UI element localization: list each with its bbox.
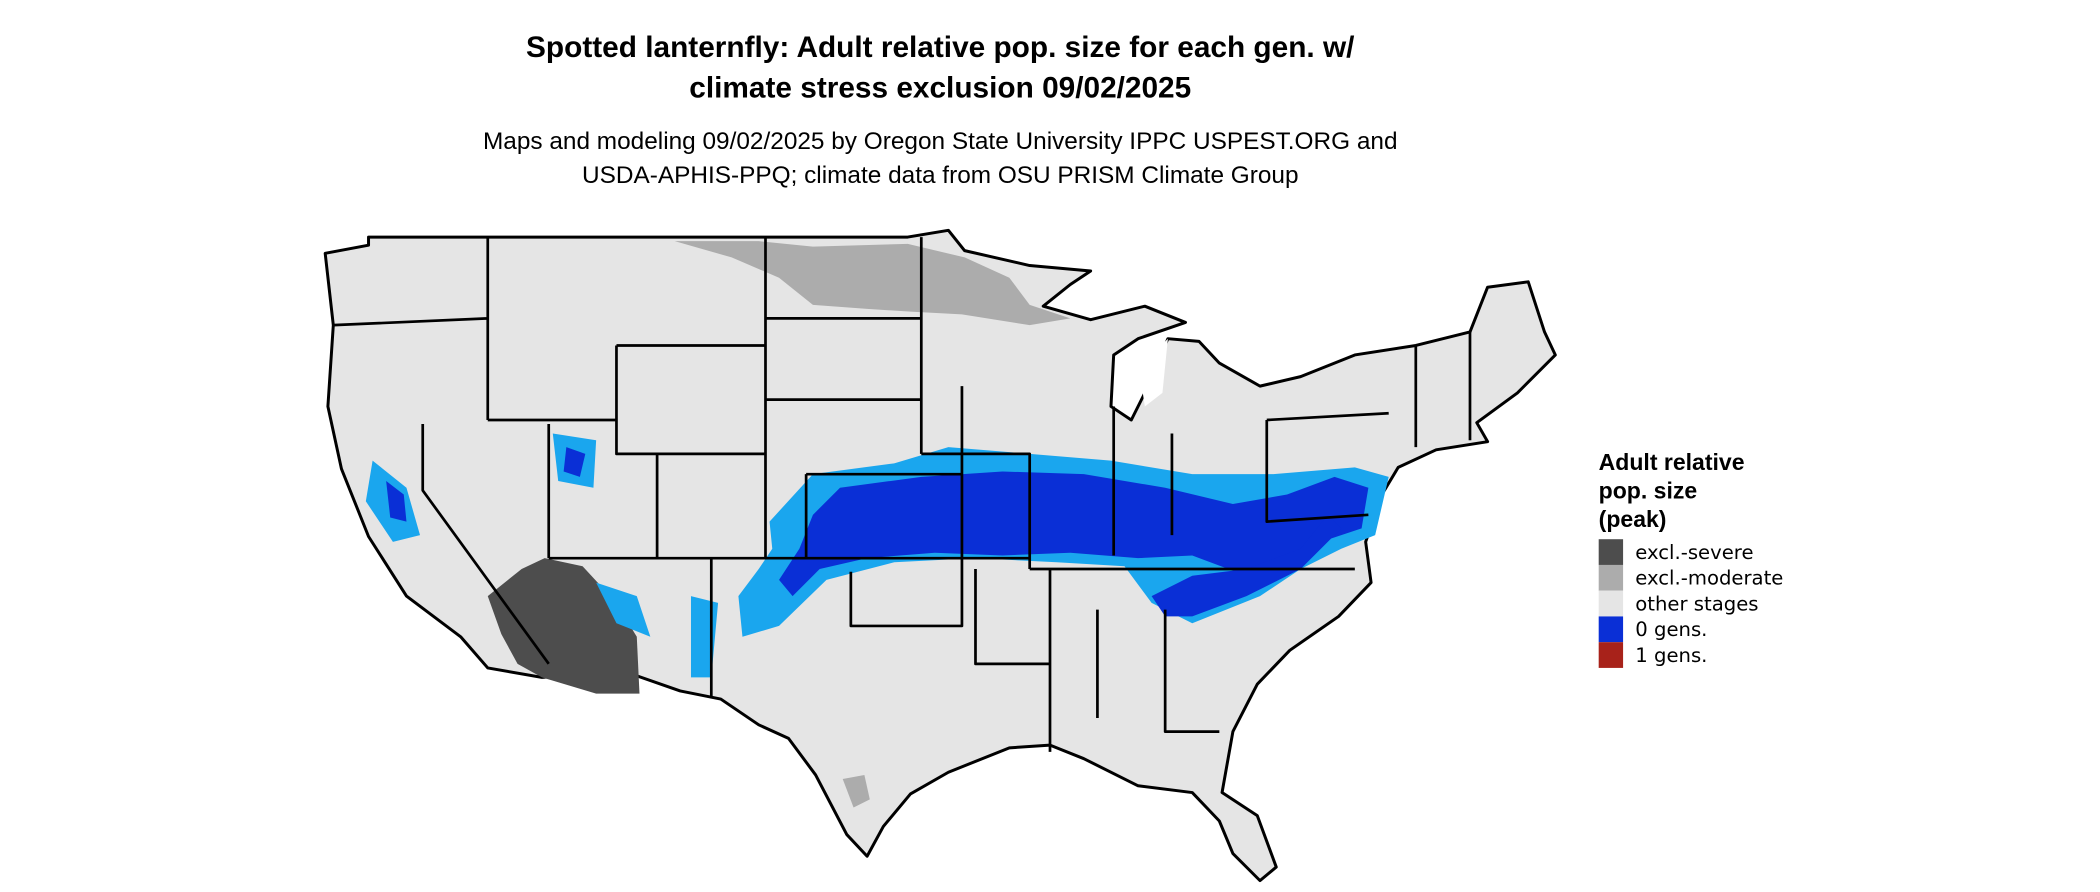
legend-label: excl.-severe [1635, 541, 1753, 564]
legend-swatch [1598, 642, 1624, 668]
excl-moderate-area [674, 241, 1071, 326]
subtitle-line: USDA-APHIS-PPQ; climate data from OSU PR… [582, 162, 1299, 189]
state-borders [333, 237, 1472, 752]
legend-label: 0 gens. [1635, 618, 1707, 641]
excl-moderate-area [842, 774, 870, 808]
legend-swatch [1598, 539, 1624, 565]
light-blue-area [365, 433, 719, 678]
legend-label: other stages [1635, 592, 1758, 615]
legend-swatch [1598, 616, 1624, 643]
title-line: climate stress exclusion 09/02/2025 [689, 72, 1191, 105]
legend-swatch [1598, 590, 1624, 617]
zero-gens-area [1151, 514, 1342, 617]
legend: Adult relative pop. size(peak) excl.-sever… [1598, 449, 1783, 668]
titles: Spotted lanternfly: Adult relative pop. … [483, 31, 1398, 189]
lake [1140, 338, 1168, 407]
us-map [323, 228, 1557, 883]
title-line: Spotted lanternfly: Adult relative pop. … [526, 31, 1354, 64]
zero-gens-area [779, 471, 1369, 597]
subtitle-line: Maps and modeling 09/02/2025 by Oregon S… [483, 128, 1398, 155]
legend-title: pop. size [1599, 478, 1698, 504]
legend-swatch [1598, 564, 1624, 591]
legend-title: Adult relative [1599, 449, 1745, 475]
legend-label: 1 gens. [1635, 644, 1707, 667]
legend-title: (peak) [1599, 506, 1667, 532]
legend-label: excl.-moderate [1635, 567, 1783, 590]
